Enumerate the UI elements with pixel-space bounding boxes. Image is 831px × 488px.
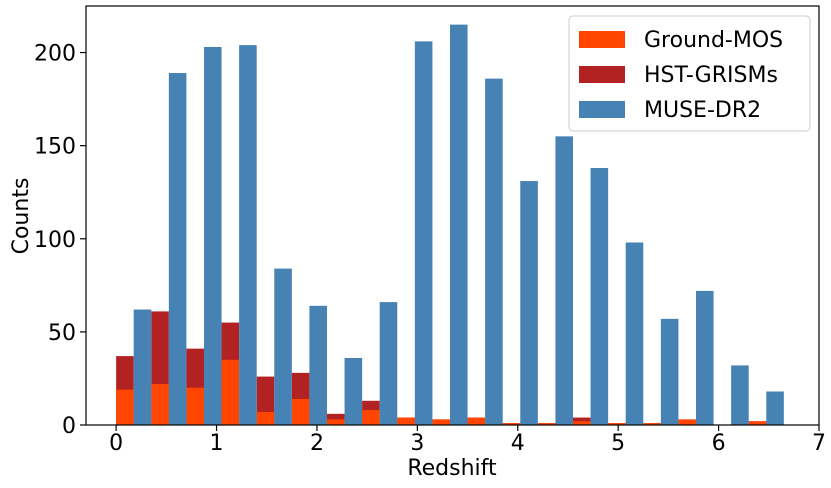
bar-ground-mos-2: [186, 387, 204, 425]
bar-muse-dr2-13: [590, 168, 609, 425]
bar-ground-mos-16: [678, 419, 696, 425]
legend-swatch-muse-dr2: [579, 101, 625, 118]
bar-muse-dr2-4: [274, 268, 292, 425]
x-tick-label-0: 0: [109, 431, 123, 456]
x-tick-label-1: 1: [210, 431, 224, 456]
bar-ground-mos-3: [221, 359, 240, 425]
bar-muse-dr2-7: [379, 302, 398, 425]
bar-muse-dr2-14: [625, 242, 644, 425]
bar-muse-dr2-6: [344, 357, 363, 425]
bar-ground-mos-0: [116, 389, 134, 425]
x-axis-title: Redshift: [407, 456, 497, 481]
bar-muse-dr2-1: [168, 73, 187, 425]
x-tick-label-4: 4: [511, 431, 525, 456]
bar-ground-mos-11: [502, 423, 521, 425]
bars-layer: [116, 24, 784, 426]
y-axis-title: Counts: [9, 178, 34, 255]
bar-ground-mos-5: [291, 398, 310, 425]
bar-muse-dr2-12: [555, 136, 573, 425]
x-tick-label-5: 5: [611, 431, 625, 456]
axes-layer: 0 1 2 3 4 5 6 7 0 50 100 150 200: [34, 5, 826, 456]
legend-label-hst-grisms: HST-GRISMs: [644, 63, 778, 88]
x-tick-label-3: 3: [410, 431, 424, 456]
bar-ground-mos-14: [608, 423, 626, 425]
bar-muse-dr2-8: [414, 41, 433, 425]
y-tick-label-100: 100: [34, 228, 76, 253]
bar-ground-mos-15: [643, 423, 661, 425]
bar-ground-mos-10: [467, 417, 486, 425]
y-tick-label-150: 150: [34, 135, 76, 160]
plot-frame: [85, 5, 820, 426]
legend-box: [568, 15, 811, 132]
bar-muse-dr2-15: [660, 318, 679, 425]
bar-muse-dr2-10: [485, 78, 503, 426]
legend-swatch-hst-grisms: [579, 66, 625, 83]
bar-muse-dr2-0: [133, 309, 152, 425]
legend-label-muse-dr2: MUSE-DR2: [644, 98, 761, 123]
legend-swatch-ground-mos: [579, 31, 625, 48]
bar-muse-dr2-18: [766, 391, 784, 425]
bar-muse-dr2-16: [695, 290, 714, 425]
legend: Ground-MOS HST-GRISMs MUSE-DR2: [568, 15, 811, 132]
bar-ground-mos-6: [326, 419, 345, 425]
y-tick-label-0: 0: [62, 414, 76, 439]
bar-muse-dr2-5: [309, 305, 327, 425]
bar-muse-dr2-17: [731, 365, 749, 425]
bar-ground-mos-18: [748, 421, 767, 425]
bar-muse-dr2-3: [239, 45, 257, 426]
y-tick-label-200: 200: [34, 42, 76, 67]
legend-label-ground-mos: Ground-MOS: [644, 28, 783, 53]
bar-muse-dr2-2: [203, 46, 222, 426]
x-tick-label-2: 2: [310, 431, 324, 456]
bar-ground-mos-13: [572, 421, 591, 425]
y-tick-label-50: 50: [48, 321, 76, 346]
bar-muse-dr2-11: [520, 181, 538, 425]
bar-ground-mos-8: [397, 417, 415, 425]
bar-ground-mos-4: [256, 411, 275, 425]
bar-ground-mos-12: [537, 423, 556, 425]
bar-ground-mos-9: [432, 419, 450, 425]
bar-ground-mos-1: [151, 384, 169, 425]
x-tick-label-7: 7: [812, 431, 826, 456]
x-tick-label-6: 6: [712, 431, 726, 456]
bar-ground-mos-7: [362, 410, 380, 425]
bar-muse-dr2-9: [449, 24, 468, 425]
